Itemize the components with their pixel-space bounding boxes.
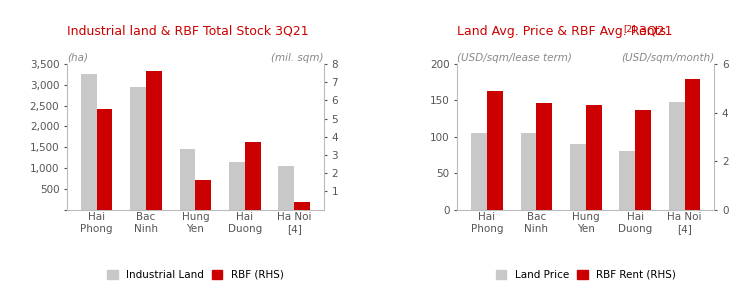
Bar xyxy=(536,103,552,210)
Legend: Industrial Land, RBF (RHS): Industrial Land, RBF (RHS) xyxy=(107,270,283,280)
Bar xyxy=(635,110,651,210)
Bar xyxy=(586,105,602,210)
Text: (USD/sqm/lease term): (USD/sqm/lease term) xyxy=(458,53,572,63)
Bar xyxy=(294,202,310,210)
Text: Land Avg. Price & RBF Avg. Rents: Land Avg. Price & RBF Avg. Rents xyxy=(458,25,667,38)
Text: (mil. sqm): (mil. sqm) xyxy=(272,53,324,63)
Bar xyxy=(620,151,635,210)
Bar xyxy=(146,71,161,210)
Bar xyxy=(278,166,294,210)
Bar xyxy=(229,162,245,210)
Bar xyxy=(179,149,196,210)
Text: 3Q21: 3Q21 xyxy=(635,25,672,38)
Bar xyxy=(570,144,586,210)
Bar xyxy=(97,109,112,210)
Bar xyxy=(521,133,536,210)
Bar xyxy=(669,102,684,210)
Text: (ha): (ha) xyxy=(67,53,88,63)
Legend: Land Price, RBF Rent (RHS): Land Price, RBF Rent (RHS) xyxy=(496,270,676,280)
Text: [2]: [2] xyxy=(623,24,635,33)
Bar xyxy=(684,79,700,210)
Bar xyxy=(471,133,487,210)
Text: Industrial land & RBF Total Stock 3Q21: Industrial land & RBF Total Stock 3Q21 xyxy=(67,25,309,38)
Bar xyxy=(196,180,211,210)
Text: (USD/sqm/month): (USD/sqm/month) xyxy=(621,53,714,63)
Bar xyxy=(487,91,503,210)
Bar xyxy=(130,87,146,210)
Bar xyxy=(81,74,97,210)
Bar xyxy=(245,142,260,210)
